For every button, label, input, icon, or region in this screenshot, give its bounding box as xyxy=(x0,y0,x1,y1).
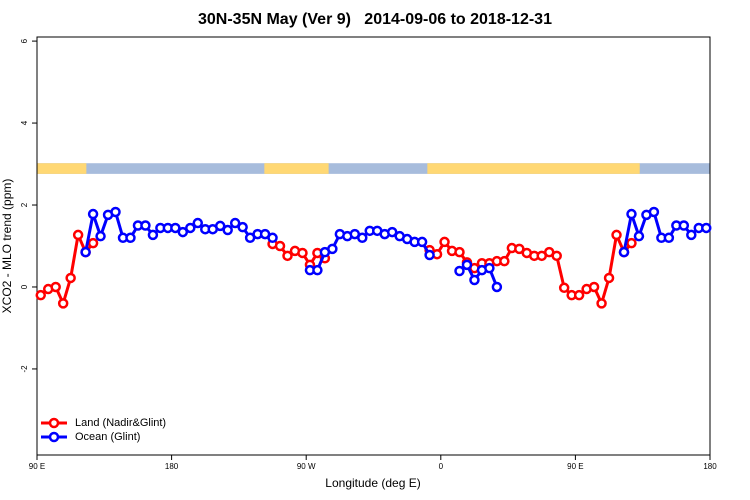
data-point xyxy=(514,243,525,255)
chart-title: 30N-35N May (Ver 9) 2014-09-06 to 2018-1… xyxy=(198,11,552,28)
y-tick-label: 2 xyxy=(20,202,29,207)
data-point xyxy=(626,208,637,220)
data-point xyxy=(454,265,465,277)
data-point xyxy=(140,220,151,231)
x-axis-label: Longitude (deg E) xyxy=(325,476,420,490)
y-tick-label: 4 xyxy=(20,120,29,125)
data-point xyxy=(57,298,69,309)
x-tick-label: 0 xyxy=(439,462,444,471)
data-point xyxy=(177,226,189,238)
data-point xyxy=(588,281,600,293)
data-point xyxy=(35,289,46,301)
data-point xyxy=(297,247,308,259)
data-point xyxy=(626,237,637,249)
data-point xyxy=(87,208,99,220)
data-point xyxy=(499,255,510,267)
data-point xyxy=(618,246,630,258)
data-point xyxy=(95,230,106,242)
data-point xyxy=(357,232,368,244)
data-point xyxy=(87,237,99,249)
data-point xyxy=(386,226,398,238)
data-point xyxy=(229,217,241,229)
y-tick-label: 0 xyxy=(20,284,29,289)
data-point xyxy=(65,272,76,284)
data-point xyxy=(469,274,480,286)
land-strip xyxy=(427,163,640,174)
data-point xyxy=(237,221,248,233)
data-point xyxy=(611,229,622,241)
y-axis-label: XCO2 - MLO trend (ppm) xyxy=(0,179,14,314)
legend-marker xyxy=(48,431,60,443)
data-point xyxy=(416,236,428,248)
data-point xyxy=(686,229,697,241)
legend-label: Land (Nadir&Glint) xyxy=(75,417,166,429)
x-tick-label: 90 E xyxy=(567,462,583,471)
data-point xyxy=(461,259,473,271)
data-point xyxy=(558,282,570,294)
data-point xyxy=(573,289,585,301)
data-point xyxy=(312,264,323,276)
data-point xyxy=(663,232,675,244)
x-tick-label: 90 W xyxy=(297,462,316,471)
data-point xyxy=(491,281,503,293)
data-point xyxy=(80,246,91,258)
data-point xyxy=(267,232,278,244)
data-point xyxy=(274,240,286,252)
data-point xyxy=(110,206,121,218)
y-tick-label: -2 xyxy=(20,365,29,373)
data-point xyxy=(50,281,61,293)
ocean-strip xyxy=(37,163,710,174)
data-point xyxy=(701,222,712,234)
land-strip xyxy=(37,163,87,174)
data-point xyxy=(125,232,136,244)
data-point xyxy=(185,222,196,234)
data-point xyxy=(214,220,226,232)
data-point xyxy=(678,220,690,231)
data-point xyxy=(454,246,465,258)
data-point xyxy=(424,249,435,261)
data-point xyxy=(439,236,450,248)
data-point xyxy=(551,250,562,262)
y-tick-label: 6 xyxy=(20,38,29,43)
x-tick-label: 90 E xyxy=(29,462,45,471)
data-point xyxy=(222,224,233,236)
data-point xyxy=(603,272,615,284)
legend-label: Ocean (Glint) xyxy=(75,431,140,443)
data-point xyxy=(282,250,293,262)
land-strip xyxy=(264,163,329,174)
x-tick-label: 180 xyxy=(703,462,717,471)
data-point xyxy=(147,229,159,241)
data-point xyxy=(327,243,338,255)
legend-marker xyxy=(48,417,60,429)
data-point xyxy=(72,229,84,241)
plot-frame xyxy=(36,36,711,456)
data-point xyxy=(484,262,495,274)
data-point xyxy=(633,230,645,242)
x-tick-label: 180 xyxy=(165,462,179,471)
data-point xyxy=(648,206,660,218)
data-point xyxy=(170,222,181,234)
data-point xyxy=(596,298,607,309)
data-point xyxy=(192,217,204,229)
